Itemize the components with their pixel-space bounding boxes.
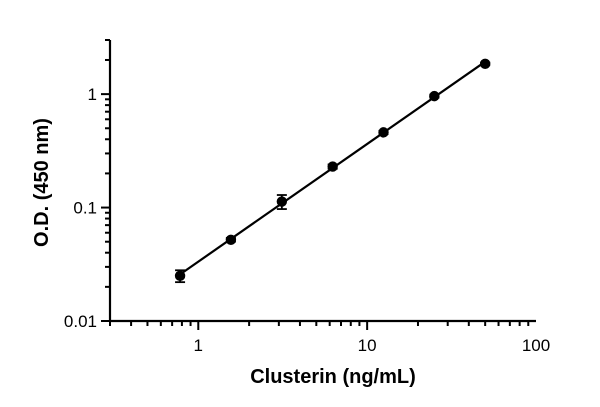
ticks	[101, 40, 528, 330]
x-axis-title: Clusterin (ng/mL)	[250, 366, 416, 388]
x-tick-label: 10	[358, 336, 377, 355]
data-point	[175, 271, 185, 281]
data-point	[226, 235, 236, 245]
x-tick-label: 100	[522, 336, 550, 355]
y-tick-label: 1	[88, 85, 97, 104]
y-tick-label: 0.01	[64, 312, 97, 331]
y-axis-title: O.D. (450 nm)	[31, 118, 53, 247]
data-point	[429, 91, 439, 101]
data-point	[327, 161, 337, 171]
axes	[109, 40, 536, 322]
data-point	[378, 127, 388, 137]
x-tick-label: 1	[194, 336, 203, 355]
tick-labels: 1 10 100 0.01 0.1 1	[64, 85, 550, 355]
data-point	[277, 196, 287, 206]
error-bars	[175, 63, 490, 283]
y-tick-label: 0.1	[73, 199, 97, 218]
data-point	[480, 59, 490, 69]
